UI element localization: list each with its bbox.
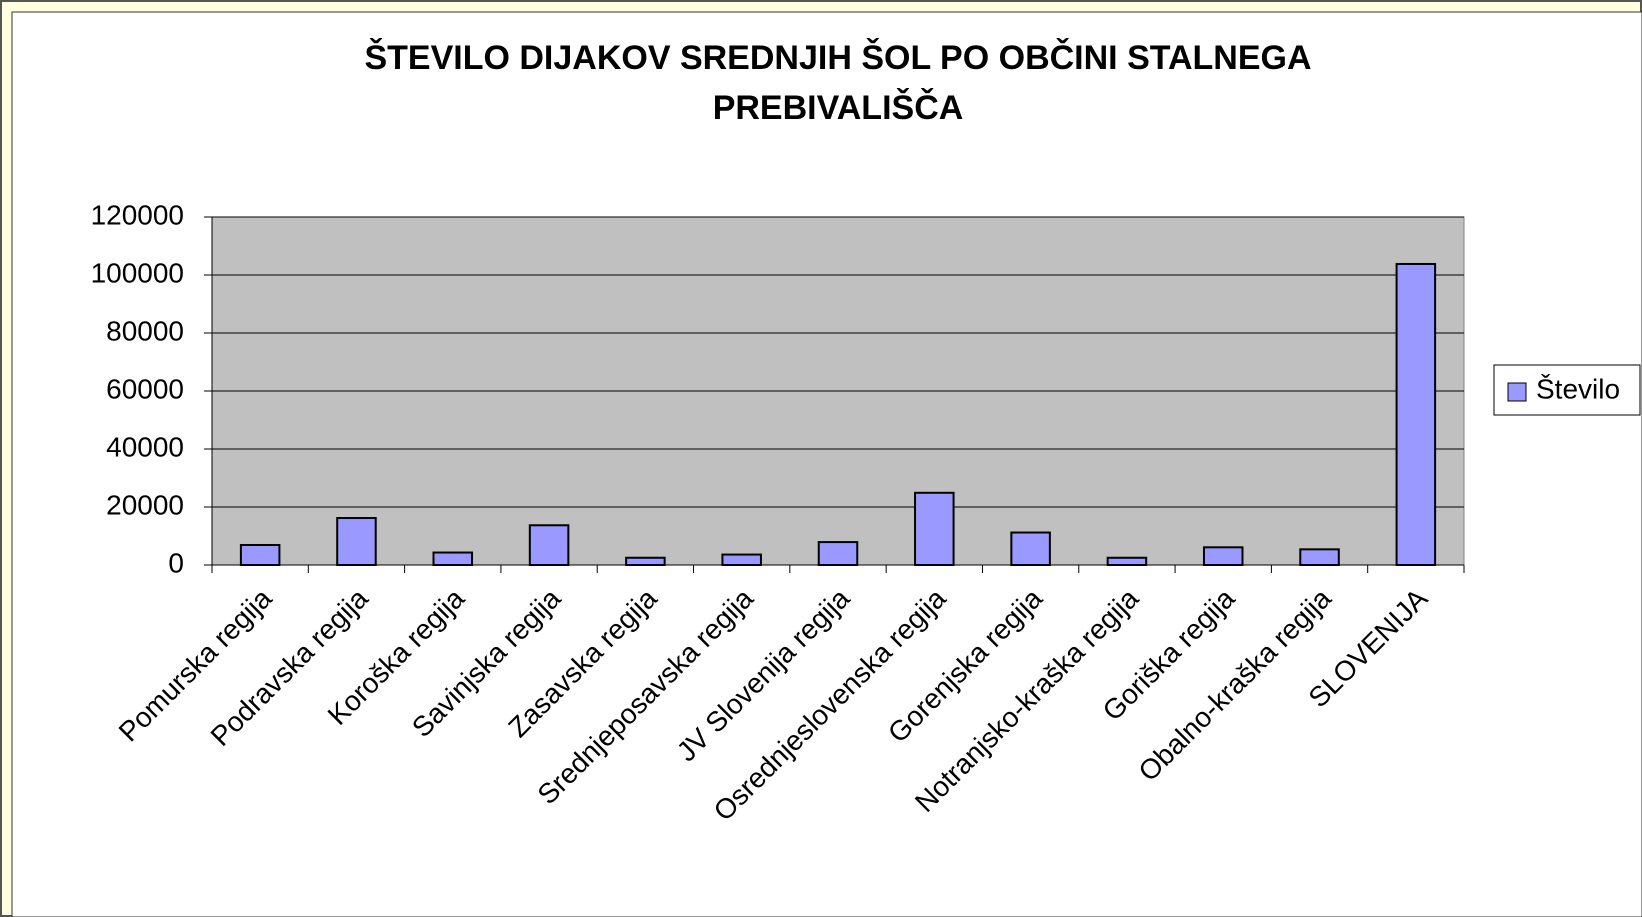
- y-tick-label: 100000: [91, 257, 184, 288]
- bar: [721, 553, 762, 566]
- bar: [1010, 531, 1051, 567]
- bar: [336, 517, 377, 567]
- bar: [1106, 556, 1148, 566]
- bar: [1299, 548, 1340, 567]
- y-tick-label: 80000: [106, 315, 184, 346]
- legend-swatch: [1507, 382, 1527, 402]
- bar: [432, 551, 474, 567]
- bar: [239, 543, 281, 566]
- y-tick-label: 60000: [106, 373, 184, 404]
- legend: Število: [1493, 364, 1641, 416]
- y-tick-label: 20000: [106, 489, 184, 520]
- y-tick-label: 120000: [91, 199, 184, 230]
- y-tick-label: 0: [168, 547, 184, 578]
- bar: [914, 491, 955, 567]
- bar: [625, 556, 666, 566]
- y-tick-label: 40000: [106, 431, 184, 462]
- bar: [528, 524, 570, 567]
- bar: [817, 541, 859, 567]
- chart-title: ŠTEVILO DIJAKOV SREDNJIH ŠOL PO OBČINI S…: [364, 38, 1311, 127]
- bar: [1202, 546, 1244, 566]
- bar: [1395, 262, 1437, 566]
- legend-label: Število: [1536, 373, 1620, 404]
